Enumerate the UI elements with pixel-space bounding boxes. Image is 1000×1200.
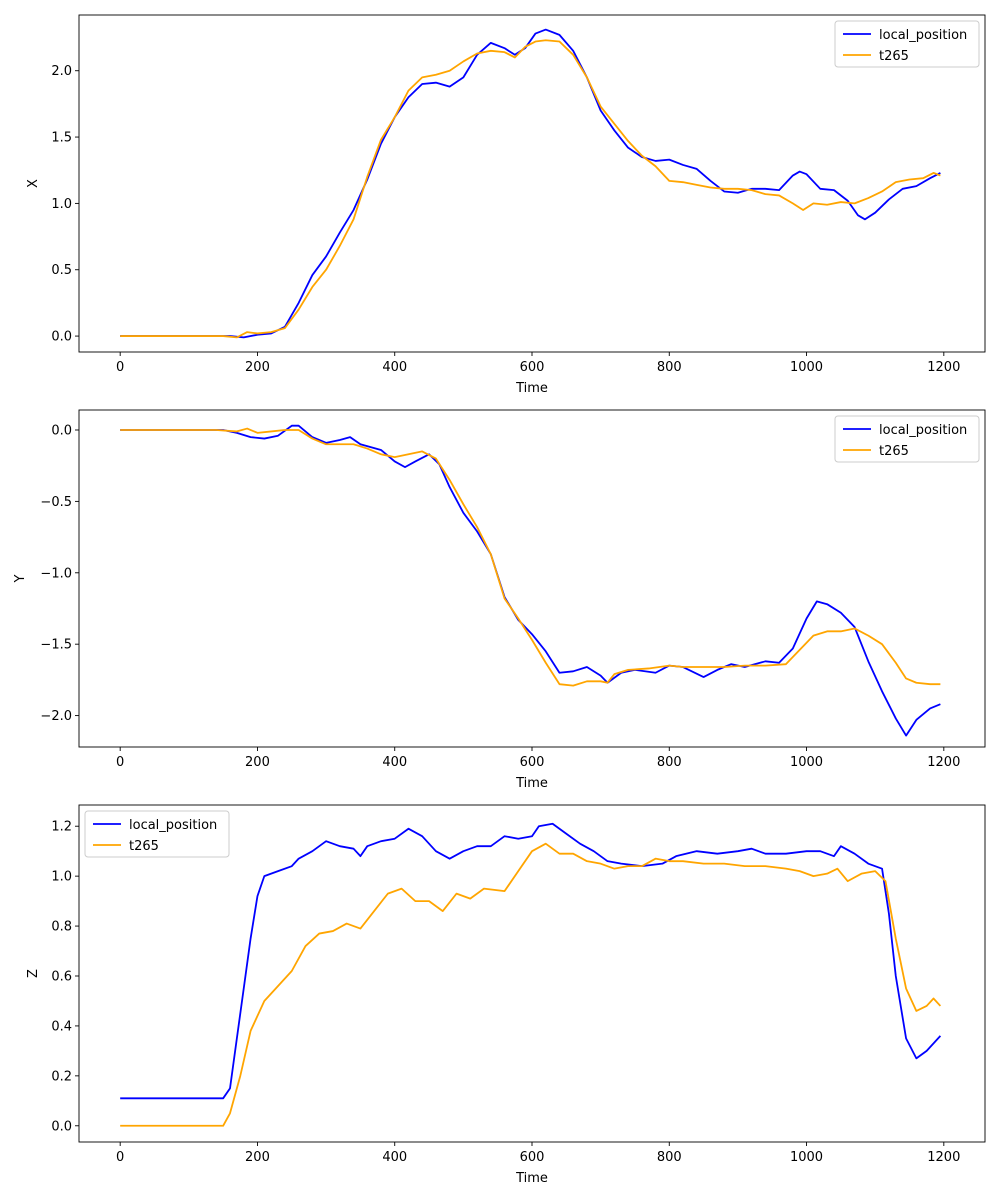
series-line-local_position xyxy=(120,424,941,737)
y-tick-label: −1.0 xyxy=(40,566,72,581)
x-tick-label: 200 xyxy=(245,755,270,770)
x-tick-label: 400 xyxy=(382,1150,407,1165)
y-tick-label: 1.0 xyxy=(51,197,72,212)
legend-label: t265 xyxy=(879,49,909,64)
legend: local_position t265 xyxy=(834,415,980,463)
x-axis-label: Time xyxy=(515,381,548,396)
legend: local_position t265 xyxy=(834,20,980,68)
chart-2: 0 200 400 600 800 1000 1200 0.0 −0.5 −1.0 −1.5 −2.0… xyxy=(13,409,986,791)
series-line-local_position xyxy=(120,28,941,339)
x-tick-label: 1000 xyxy=(790,755,823,770)
y-tick-label: −1.5 xyxy=(40,638,72,653)
legend: local_position t265 xyxy=(84,810,230,858)
x-tick-label: 800 xyxy=(657,360,682,375)
y-tick-label: −2.0 xyxy=(40,709,72,724)
y-tick-label: 0.2 xyxy=(51,1069,72,1084)
x-tick-label: 400 xyxy=(382,360,407,375)
legend-label: t265 xyxy=(129,839,159,854)
y-tick-label: 0.5 xyxy=(51,263,72,278)
x-tick-label: 0 xyxy=(116,755,124,770)
y-tick-label: 0.6 xyxy=(51,969,72,984)
x-axis-label: Time xyxy=(515,776,548,791)
y-tick-label: −0.5 xyxy=(40,495,72,510)
x-tick-label: 0 xyxy=(116,1150,124,1165)
x-tick-label: 800 xyxy=(657,755,682,770)
x-tick-label: 1000 xyxy=(790,360,823,375)
series-line-t265 xyxy=(120,39,941,339)
x-tick-label: 1200 xyxy=(927,1150,960,1165)
x-tick-label: 400 xyxy=(382,755,407,770)
y-axis-label: Z xyxy=(26,969,41,978)
x-axis-label: Time xyxy=(515,1171,548,1186)
y-tick-label: 0.8 xyxy=(51,920,72,935)
x-tick-label: 600 xyxy=(520,360,545,375)
y-axis-label: X xyxy=(26,179,41,188)
x-tick-label: 600 xyxy=(520,1150,545,1165)
y-tick-label: 1.0 xyxy=(51,870,72,885)
x-tick-label: 800 xyxy=(657,1150,682,1165)
y-tick-label: 2.0 xyxy=(51,64,72,79)
series-line-t265 xyxy=(120,427,941,687)
legend-label: local_position xyxy=(879,423,967,438)
y-tick-label: 0.0 xyxy=(51,423,72,438)
legend-label: local_position xyxy=(129,818,217,833)
y-tick-label: 0.4 xyxy=(51,1019,72,1034)
y-tick-label: 0.0 xyxy=(51,1119,72,1134)
x-tick-label: 600 xyxy=(520,755,545,770)
x-tick-label: 0 xyxy=(116,360,124,375)
series-line-local_position xyxy=(120,822,942,1100)
legend-label: t265 xyxy=(879,444,909,459)
x-tick-label: 1000 xyxy=(790,1150,823,1165)
series-line-t265 xyxy=(120,842,942,1127)
y-tick-label: 0.0 xyxy=(51,330,72,345)
y-tick-label: 1.5 xyxy=(51,131,72,146)
x-tick-label: 200 xyxy=(245,360,270,375)
x-tick-label: 1200 xyxy=(927,755,960,770)
y-axis-label: Y xyxy=(13,574,28,583)
chart-3: 0 200 400 600 800 1000 1200 0.0 0.2 0.4 0.6 0.8 1.0 1… xyxy=(26,804,986,1186)
legend-label: local_position xyxy=(879,28,967,43)
x-tick-label: 1200 xyxy=(927,360,960,375)
y-tick-label: 1.2 xyxy=(51,820,72,835)
x-tick-label: 200 xyxy=(245,1150,270,1165)
chart-1: 0 200 400 600 800 1000 1200 0.0 0.5 1.0 1.5 2.0 Time… xyxy=(26,14,986,396)
